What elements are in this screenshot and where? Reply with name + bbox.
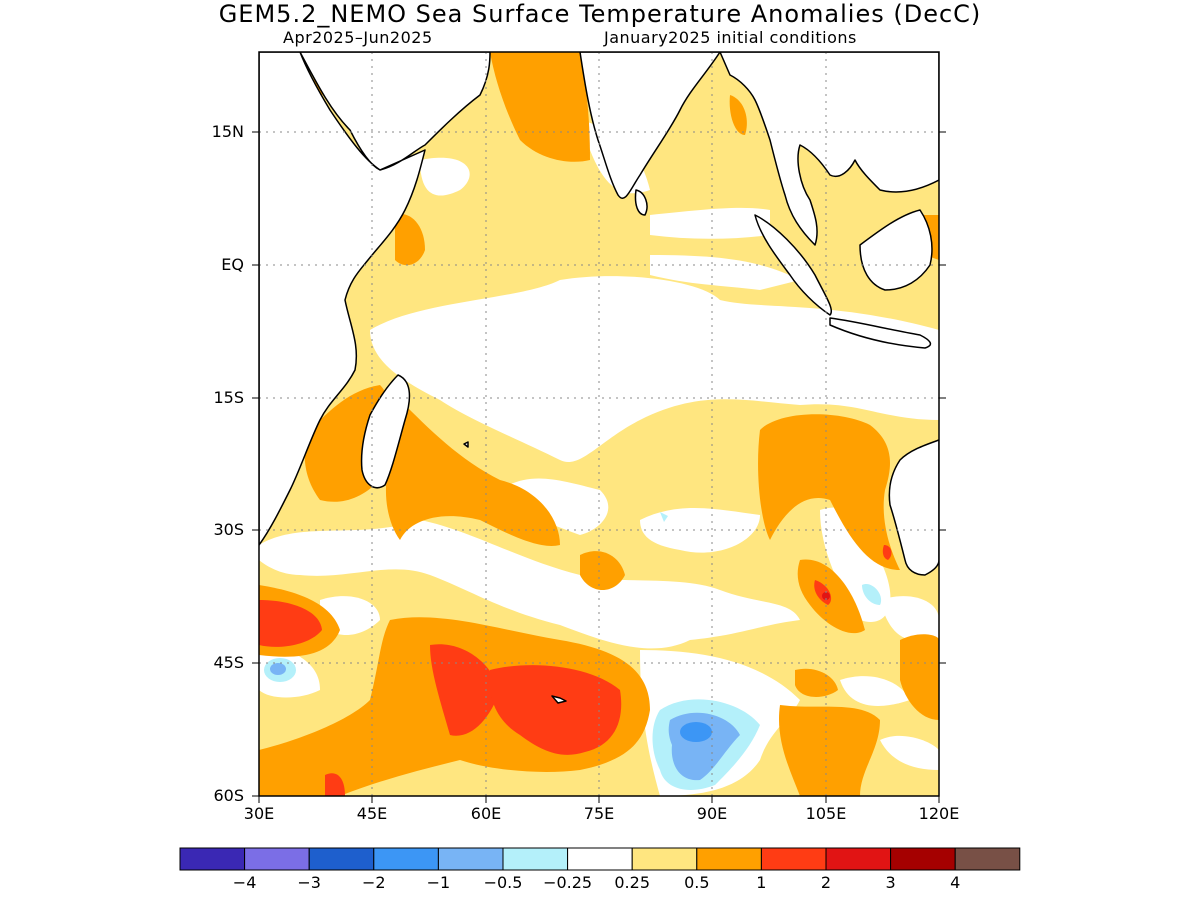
map-gridlines [259,52,939,796]
lon-label-60e: 60E [470,804,502,823]
land-masses [259,52,939,704]
lat-label-eq: EQ [221,255,244,274]
colorbar-swatch [373,847,439,871]
india [579,52,721,199]
lon-label-120e: 120E [918,804,960,823]
colorbar-swatch [179,847,246,871]
australia [888,439,939,576]
initial-conditions: January2025 initial conditions [604,28,857,47]
colorbar-label: 2 [820,873,832,892]
sri-lanka [634,189,648,216]
mauritius [463,441,469,448]
lon-label-105e: 105E [805,804,847,823]
colorbar-swatch [308,847,375,871]
colorbar-swatch [825,847,892,871]
borneo [859,209,933,291]
kerguelen [551,695,567,704]
colorbar-label: 3 [885,873,896,892]
colorbar-label: 0.5 [684,873,710,892]
colorbar-swatch [502,847,569,871]
colorbar-swatch [437,847,504,871]
colorbar [179,847,1021,871]
colorbar-label: −0.5 [483,873,523,892]
colorbar-swatch [567,847,633,871]
colorbar-swatch [890,847,956,871]
lat-label-45s: 45S [213,653,244,672]
colorbar-label: −4 [232,873,257,892]
very-strong-warm-regions [822,592,830,600]
lon-label-75e: 75E [583,804,615,823]
colorbar-label: −2 [362,873,386,892]
colorbar-swatch [760,847,827,871]
lon-label-45e: 45E [356,804,388,823]
lon-label-30e: 30E [243,804,275,823]
colorbar-swatch [954,847,1021,871]
lon-label-90e: 90E [696,804,728,823]
colorbar-label: −0.25 [543,873,593,892]
lat-label-60s: 60S [213,786,244,805]
colorbar-label: −1 [426,873,451,892]
sumatra [754,214,832,316]
colorbar-label: 4 [950,873,961,892]
map-area [259,52,939,796]
map-title: GEM5.2_NEMO Sea Surface Temperature Anom… [218,0,982,28]
colorbar-swatch [631,847,698,871]
southeast-asia [719,52,939,246]
cool-regions [264,512,882,790]
colorbar-label: −3 [297,873,321,892]
colorbar-swatch [696,847,762,871]
lat-label-30s: 30S [213,520,244,539]
map-ticks [252,131,946,803]
java [829,317,932,349]
colorbar-swatch [244,847,310,871]
strong-warm-regions [259,545,892,796]
lat-label-15s: 15S [213,388,244,407]
forecast-period: Apr2025–Jun2025 [283,28,433,47]
colorbar-label: 1 [756,873,767,892]
africa-arabia [259,52,491,546]
lat-label-15n: 15N [211,122,244,141]
colorbar-label: 0.25 [614,873,650,892]
